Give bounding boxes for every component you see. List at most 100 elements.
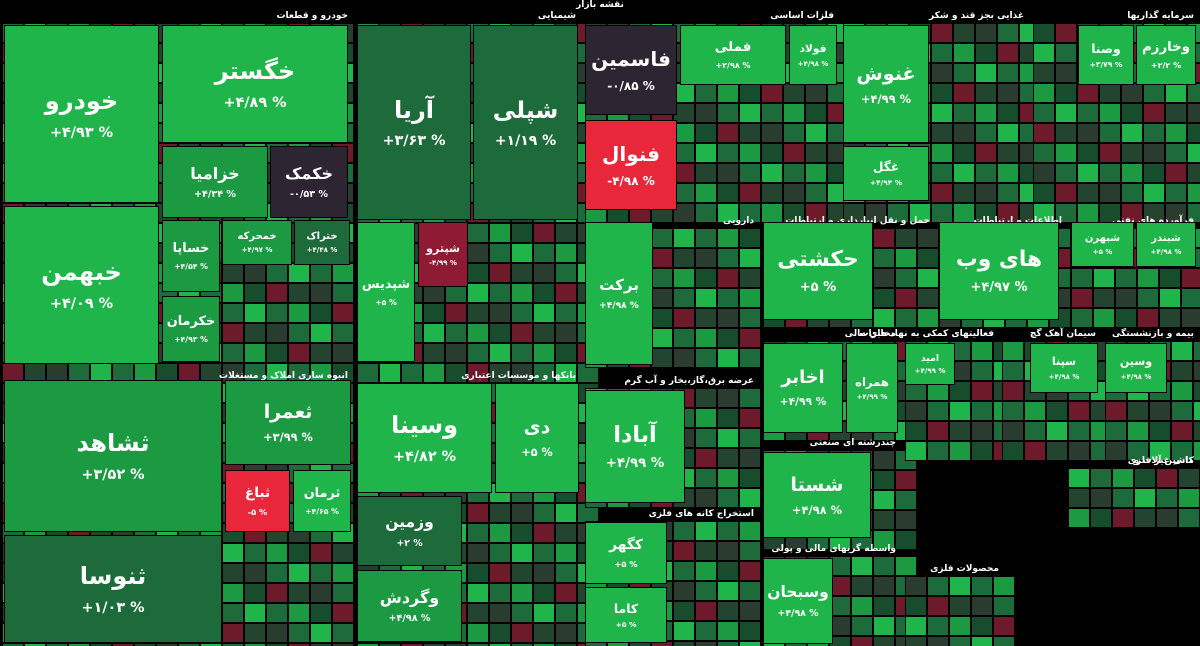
small-tile [717, 143, 739, 163]
stock-tile: شبهرن +۵ % [1071, 222, 1134, 267]
small-tile [975, 103, 997, 123]
small-tile [905, 596, 927, 616]
small-tile [695, 581, 717, 601]
small-tile [1055, 103, 1077, 123]
small-tile [1165, 123, 1187, 143]
small-tile [783, 83, 805, 103]
small-tile [1046, 441, 1068, 461]
small-tile [783, 183, 805, 203]
small-tile [873, 530, 895, 550]
stock-name: آبادا [613, 421, 657, 448]
stock-tile: آبادا +۴/۹۹ % [585, 390, 685, 503]
small-tile [651, 328, 673, 348]
stock-name: شپترو [426, 241, 460, 255]
stock-name: فاسمین [591, 47, 671, 71]
small-tile [332, 563, 354, 583]
stock-change: +۱/۰۳ % [81, 599, 145, 616]
small-tile [1055, 183, 1077, 203]
small-tile [467, 503, 489, 523]
stock-name: شبهرن [1084, 233, 1121, 244]
small-tile [489, 563, 511, 583]
small-tile [761, 123, 783, 143]
small-tile [953, 123, 975, 143]
stock-change: +۵ % [614, 558, 638, 569]
small-tile [511, 323, 533, 343]
small-tile [917, 288, 939, 308]
small-tile [266, 563, 288, 583]
small-tile [695, 601, 717, 621]
small-tile [931, 143, 953, 163]
small-tile [717, 621, 739, 641]
small-tile [1171, 441, 1193, 461]
stock-change: +۴/۹۳ % [174, 334, 208, 344]
small-tile [332, 543, 354, 563]
small-tile [1134, 468, 1156, 488]
small-tile [873, 288, 895, 308]
small-tile [288, 343, 310, 363]
stock-change: +۵ % [1092, 248, 1113, 256]
small-tile [310, 623, 332, 643]
stock-name: ختراک [306, 231, 338, 242]
small-tile [1137, 288, 1159, 308]
small-tile [266, 603, 288, 623]
small-tile [310, 303, 332, 323]
small-tile [1002, 381, 1024, 401]
stock-change: -۴/۹۸ % [607, 174, 655, 188]
small-tile [445, 303, 467, 323]
small-tile [927, 596, 949, 616]
small-tile [1115, 268, 1137, 288]
small-tile [1127, 421, 1149, 441]
small-tile [997, 63, 1019, 83]
small-tile [761, 83, 783, 103]
small-tile [695, 308, 717, 328]
small-tile [975, 83, 997, 103]
small-tile [1105, 401, 1127, 421]
small-tile [555, 503, 577, 523]
small-tile [695, 468, 717, 488]
stock-change: +۴/۹۸ % [1150, 248, 1182, 256]
small-tile [511, 523, 533, 543]
stock-name: وسبحان [767, 583, 829, 602]
small-tile [266, 343, 288, 363]
small-tile [739, 328, 761, 348]
small-tile [873, 228, 895, 248]
small-tile [673, 308, 695, 328]
stock-change: +۲ % [396, 537, 423, 549]
small-tile [673, 228, 695, 248]
stock-tile: ثباغ -۵ % [225, 470, 290, 532]
stock-tile: ثرمان +۴/۶۵ % [293, 470, 351, 532]
sector-title: غذایی بجز قند و شکر [929, 11, 1024, 21]
stock-name: ثباغ [244, 485, 271, 502]
small-tile [1033, 183, 1055, 203]
small-tile [739, 388, 761, 408]
small-tile [401, 363, 423, 383]
stock-change: +۴/۹۹ % [914, 367, 946, 376]
stock-name: ثعمرا [263, 400, 313, 423]
small-tile [1193, 441, 1200, 461]
small-tile [895, 248, 917, 268]
small-tile [423, 643, 445, 646]
small-tile [971, 361, 993, 381]
small-tile [717, 541, 739, 561]
small-tile [873, 510, 895, 530]
stock-tile: خکرمان +۴/۹۳ % [162, 296, 220, 362]
small-tile [739, 288, 761, 308]
small-tile [673, 348, 695, 368]
small-tile [1024, 401, 1046, 421]
small-tile [971, 576, 993, 596]
small-tile [1071, 308, 1093, 328]
stock-tile: های وب +۴/۹۷ % [939, 222, 1059, 320]
small-tile [975, 43, 997, 63]
stock-change: +۴/۹۹ % [860, 92, 912, 107]
small-tile [1068, 421, 1090, 441]
stock-tile: کاما +۵ % [585, 587, 667, 643]
small-tile [739, 521, 761, 541]
small-tile [1149, 421, 1171, 441]
stock-tile: کگهر +۵ % [585, 522, 667, 584]
small-tile [1112, 468, 1134, 488]
small-tile [739, 541, 761, 561]
small-tile [266, 543, 288, 563]
stock-change: +۴/۹۸ % [1048, 372, 1080, 381]
small-tile [673, 621, 695, 641]
